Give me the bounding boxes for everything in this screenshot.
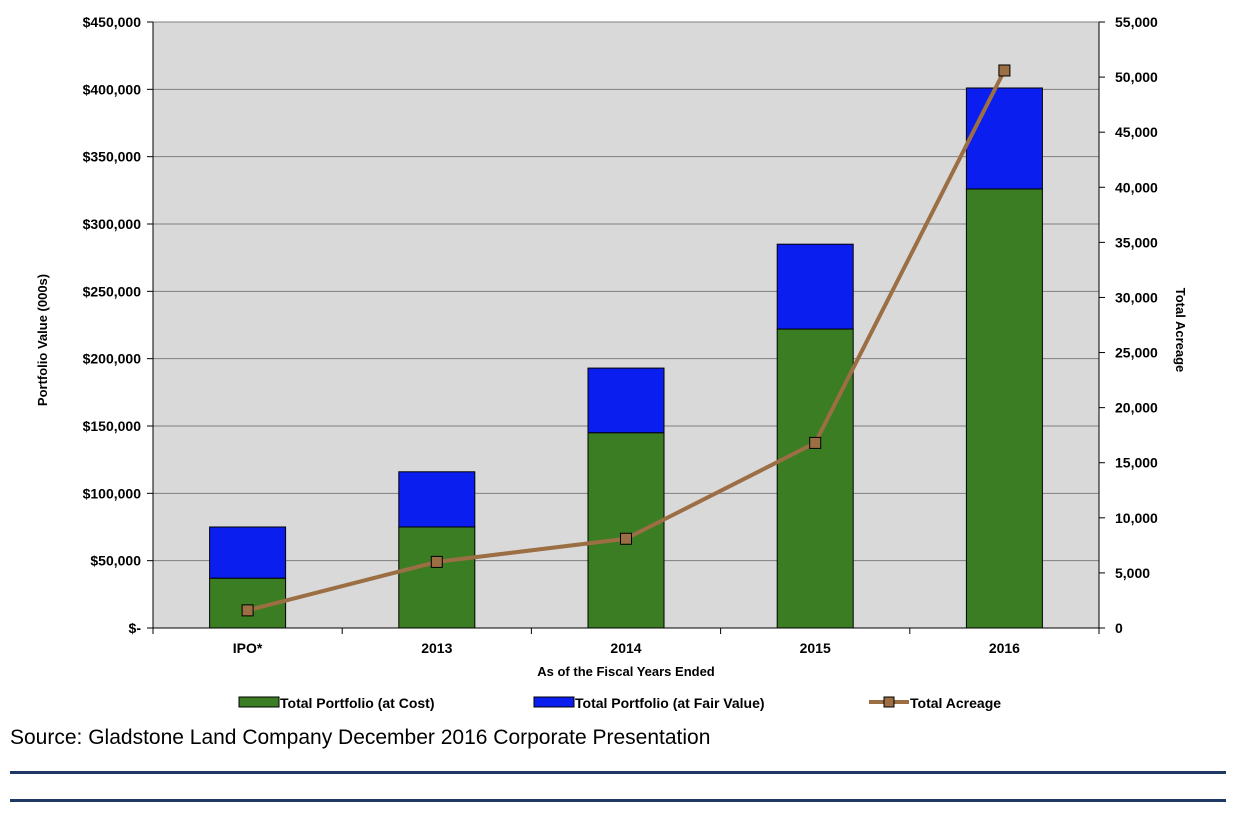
y-tick-label: $400,000 xyxy=(83,81,142,97)
legend: Total Portfolio (at Cost) Total Portfolio… xyxy=(238,695,1001,711)
bar-cost xyxy=(398,526,476,629)
y-tick-label: $250,000 xyxy=(83,283,142,299)
y-tick-label: $- xyxy=(129,620,142,636)
y-axis-title: Portfolio Value (000s) xyxy=(35,274,50,406)
y-tick-label: $350,000 xyxy=(83,149,142,165)
bar-cost xyxy=(587,432,665,629)
x-tick-label: 2013 xyxy=(421,640,452,656)
x-axis-ticks: IPO* 2013 2014 2015 2016 xyxy=(152,628,1100,656)
y2-axis-title: Total Acreage xyxy=(1173,288,1188,373)
divider-top xyxy=(10,771,1226,774)
y-tick-label: $200,000 xyxy=(83,351,142,367)
x-tick-label: 2016 xyxy=(989,640,1020,656)
y2-tick-label: 35,000 xyxy=(1115,234,1158,250)
legend-swatch xyxy=(238,696,280,708)
y2-tick-label: 45,000 xyxy=(1115,124,1158,140)
y2-tick-label: 10,000 xyxy=(1115,510,1158,526)
x-tick-label: IPO* xyxy=(233,640,263,656)
acreage-point xyxy=(620,532,632,545)
legend-swatch xyxy=(533,696,575,708)
y-tick-label: $150,000 xyxy=(83,418,142,434)
y2-tick-label: 15,000 xyxy=(1115,455,1158,471)
bar-fair-value xyxy=(776,243,854,330)
y2-tick-label: 25,000 xyxy=(1115,345,1158,361)
bars xyxy=(209,87,1043,629)
y-axis-ticks: $- $50,000 $100,000 $150,000 $200,000 $250,00… xyxy=(83,14,153,636)
bar-cost xyxy=(965,188,1043,629)
x-tick-label: 2015 xyxy=(800,640,831,656)
y2-tick-label: 30,000 xyxy=(1115,289,1158,305)
divider-bottom xyxy=(10,799,1226,802)
x-tick-label: 2014 xyxy=(610,640,641,656)
acreage-point xyxy=(241,604,254,617)
y-tick-label: $50,000 xyxy=(90,553,141,569)
y-tick-label: $300,000 xyxy=(83,216,142,232)
axes xyxy=(152,22,1100,629)
bar-fair-value xyxy=(398,471,476,528)
portfolio-acreage-chart: $- $50,000 $100,000 $150,000 $200,000 $250,00… xyxy=(35,14,1188,711)
y2-tick-label: 20,000 xyxy=(1115,400,1158,416)
acreage-point xyxy=(809,436,822,449)
legend-label: Total Portfolio (at Cost) xyxy=(280,695,435,711)
source-note: Source: Gladstone Land Company December … xyxy=(10,726,711,749)
acreage-point xyxy=(998,64,1011,77)
y2-tick-label: 50,000 xyxy=(1115,69,1158,85)
y-tick-label: $450,000 xyxy=(83,14,142,30)
y2-tick-label: 0 xyxy=(1115,620,1123,636)
legend-label: Total Portfolio (at Fair Value) xyxy=(575,695,765,711)
y-tick-label: $100,000 xyxy=(83,485,142,501)
bar-fair-value xyxy=(587,367,665,434)
acreage-line xyxy=(241,64,1011,617)
y2-tick-label: 55,000 xyxy=(1115,14,1158,30)
bar-fair-value xyxy=(965,87,1043,190)
bar-fair-value xyxy=(209,526,287,579)
legend-swatch-marker xyxy=(883,696,895,708)
y2-tick-label: 40,000 xyxy=(1115,179,1158,195)
y2-tick-label: 5,000 xyxy=(1115,565,1150,581)
legend-label: Total Acreage xyxy=(910,695,1001,711)
x-axis-title: As of the Fiscal Years Ended xyxy=(537,664,715,679)
acreage-point xyxy=(430,555,443,568)
y2-axis-ticks: 0 5,000 10,000 15,000 20,000 25,000 30,000 35,0… xyxy=(1099,14,1158,636)
bar-cost xyxy=(776,328,854,629)
